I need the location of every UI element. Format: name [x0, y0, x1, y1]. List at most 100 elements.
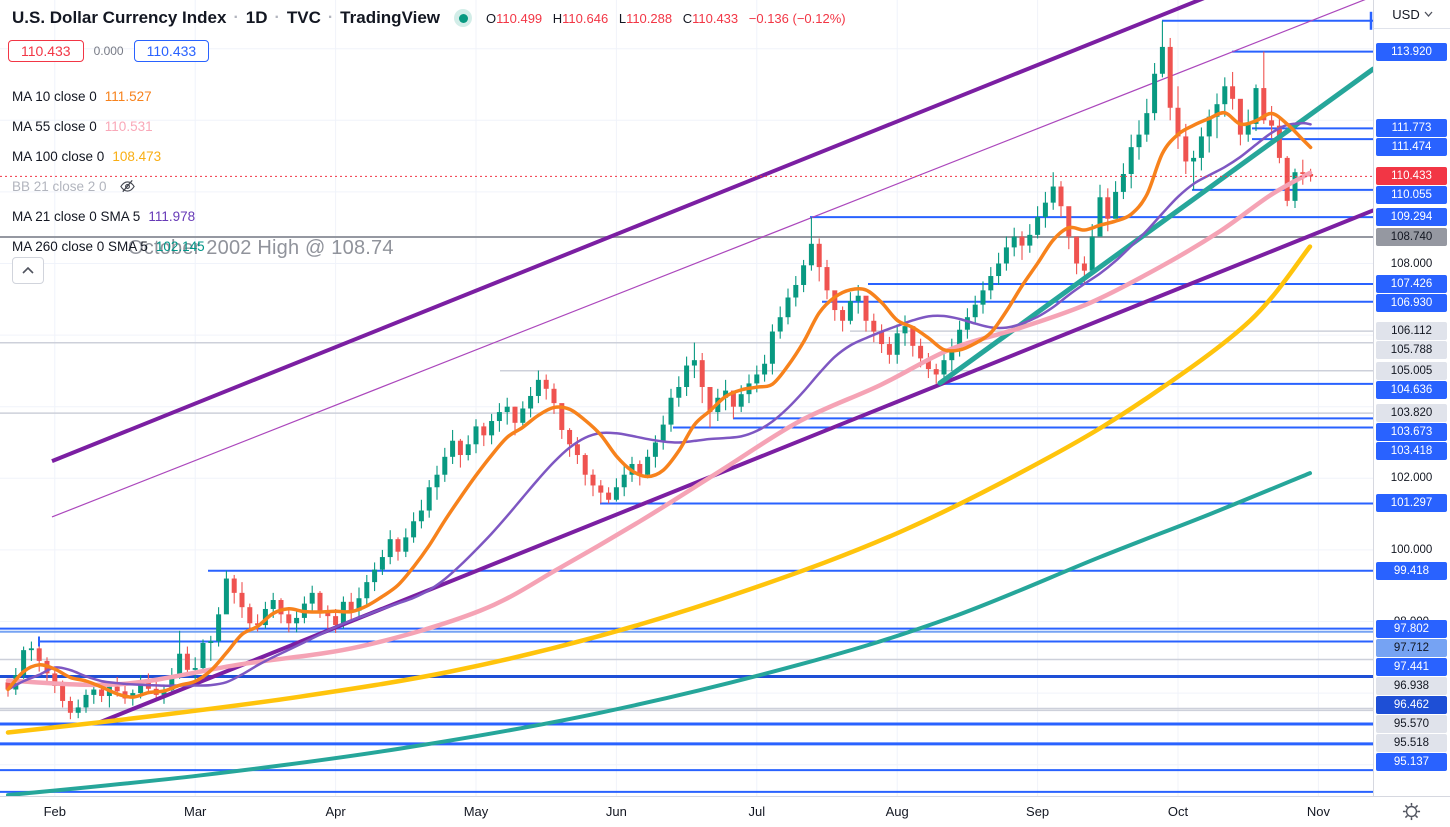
price-tick: 100.000	[1390, 543, 1433, 556]
eye-off-icon[interactable]	[119, 178, 136, 195]
candle-body	[99, 689, 105, 696]
price-level-label: 103.820	[1376, 404, 1447, 423]
candle-body	[1074, 236, 1080, 264]
candle-body	[1027, 234, 1033, 246]
candle-body	[590, 474, 596, 486]
candle-body	[949, 347, 955, 361]
candle-body	[551, 388, 557, 404]
candle-body	[60, 685, 66, 701]
candle-body	[785, 297, 791, 318]
candle-body	[535, 379, 541, 396]
indicator-label: BB 21 close 2 0	[12, 178, 107, 194]
legend-row[interactable]: BB 21 close 2 0	[12, 171, 205, 201]
candle-body	[567, 429, 573, 445]
price-level-label: 109.294	[1376, 208, 1447, 227]
collapse-legend-button[interactable]	[12, 257, 44, 284]
candle-body	[676, 387, 682, 398]
status-dot[interactable]	[454, 9, 472, 27]
candle-body	[1058, 186, 1064, 207]
legend-row[interactable]: MA 55 close 0 110.531	[12, 111, 205, 141]
candle-body	[988, 276, 994, 291]
candle-body	[1183, 136, 1189, 162]
candle-body	[1222, 86, 1228, 105]
trendline[interactable]	[96, 208, 1373, 725]
candle-body	[1300, 172, 1306, 174]
candle-body	[309, 592, 315, 604]
bid-ask-row: 110.433 0.000 110.433	[8, 40, 210, 62]
symbol-header: U.S. Dollar Currency Index · 1D · TVC · …	[12, 8, 853, 28]
candle-body	[520, 408, 526, 423]
candle-body	[1152, 73, 1158, 114]
legend-row[interactable]: MA 260 close 0 SMA 5 102.145	[12, 231, 205, 261]
moving-average-ma21-sma5[interactable]	[6, 121, 1312, 691]
candle-body	[1159, 46, 1165, 74]
candle-body	[1003, 247, 1009, 264]
candle-body	[559, 403, 565, 430]
candlestick-chart-canvas[interactable]	[0, 0, 1373, 796]
candle-body	[442, 456, 448, 475]
moving-average-ma100[interactable]	[5, 244, 1313, 735]
price-level-label: 108.740	[1376, 228, 1447, 246]
moving-average-ma260[interactable]	[6, 471, 1312, 796]
trendline[interactable]	[51, 0, 1373, 463]
candle-body	[1269, 120, 1275, 126]
candle-body	[286, 614, 292, 624]
indicator-label: MA 100 close 0	[12, 148, 105, 164]
indicator-label: MA 55 close 0	[12, 118, 97, 134]
candle-body	[886, 344, 892, 355]
candle-body	[863, 295, 869, 321]
trendline[interactable]	[937, 66, 1373, 386]
buy-price-button[interactable]: 110.433	[133, 40, 210, 62]
candle-body	[871, 320, 877, 332]
indicator-value: 102.145	[155, 238, 205, 254]
gear-icon[interactable]	[1402, 802, 1421, 826]
candle-body	[832, 290, 838, 311]
candle-body	[512, 406, 518, 423]
candle-body	[925, 358, 931, 370]
month-label: Nov	[1306, 804, 1330, 819]
separator: ·	[327, 9, 334, 26]
candle-body	[67, 700, 73, 713]
candle-body	[902, 326, 908, 334]
candle-body	[278, 600, 284, 615]
candle-body	[1042, 202, 1048, 217]
price-scale[interactable]: USD 108.000102.000100.00098.000113.92011…	[1373, 0, 1450, 796]
price-tick: 108.000	[1390, 257, 1433, 270]
month-label: Apr	[325, 804, 346, 819]
legend-row[interactable]: MA 21 close 0 SMA 5 111.978	[12, 201, 205, 231]
candle-body	[1089, 236, 1095, 271]
price-level-label: 95.570	[1376, 714, 1447, 733]
candle-body	[192, 668, 198, 670]
sell-price-button[interactable]: 110.433	[8, 40, 84, 62]
candle-body	[1253, 88, 1259, 124]
candle-body	[184, 653, 190, 670]
timeframe[interactable]: 1D	[245, 8, 268, 27]
separator: ·	[233, 9, 239, 26]
candle-body	[964, 317, 970, 330]
candle-body	[1105, 197, 1111, 219]
candle-body	[793, 284, 799, 298]
candle-body	[847, 301, 853, 321]
month-label: Sep	[1026, 804, 1050, 819]
candle-body	[996, 263, 1002, 277]
legend-row[interactable]: MA 100 close 0 108.473	[12, 141, 205, 171]
symbol-title[interactable]: U.S. Dollar Currency Index	[12, 8, 227, 27]
candle-body	[387, 539, 393, 558]
ohlc-readout: O110.499 H110.646 L110.288 C110.433 −0.1…	[486, 10, 846, 26]
candle-body	[613, 487, 619, 500]
indicator-label: MA 21 close 0 SMA 5	[12, 208, 141, 224]
candle-body	[894, 333, 900, 355]
candle-body	[434, 474, 440, 488]
legend-row[interactable]: MA 10 close 0 111.527	[12, 81, 205, 111]
chevron-up-icon	[22, 267, 34, 274]
currency-dropdown[interactable]: USD	[1374, 0, 1450, 29]
moving-average-ma55[interactable]	[5, 170, 1313, 688]
time-axis[interactable]: Feb Mar Apr May Jun Jul Aug Sep Oct Nov	[0, 796, 1450, 827]
moving-average-ma10[interactable]	[6, 110, 1313, 699]
open-value: 110.499	[496, 10, 543, 26]
candle-body	[1214, 104, 1220, 117]
candle-body	[769, 331, 775, 364]
exchange: TVC	[286, 8, 321, 27]
candle-body	[379, 557, 385, 570]
